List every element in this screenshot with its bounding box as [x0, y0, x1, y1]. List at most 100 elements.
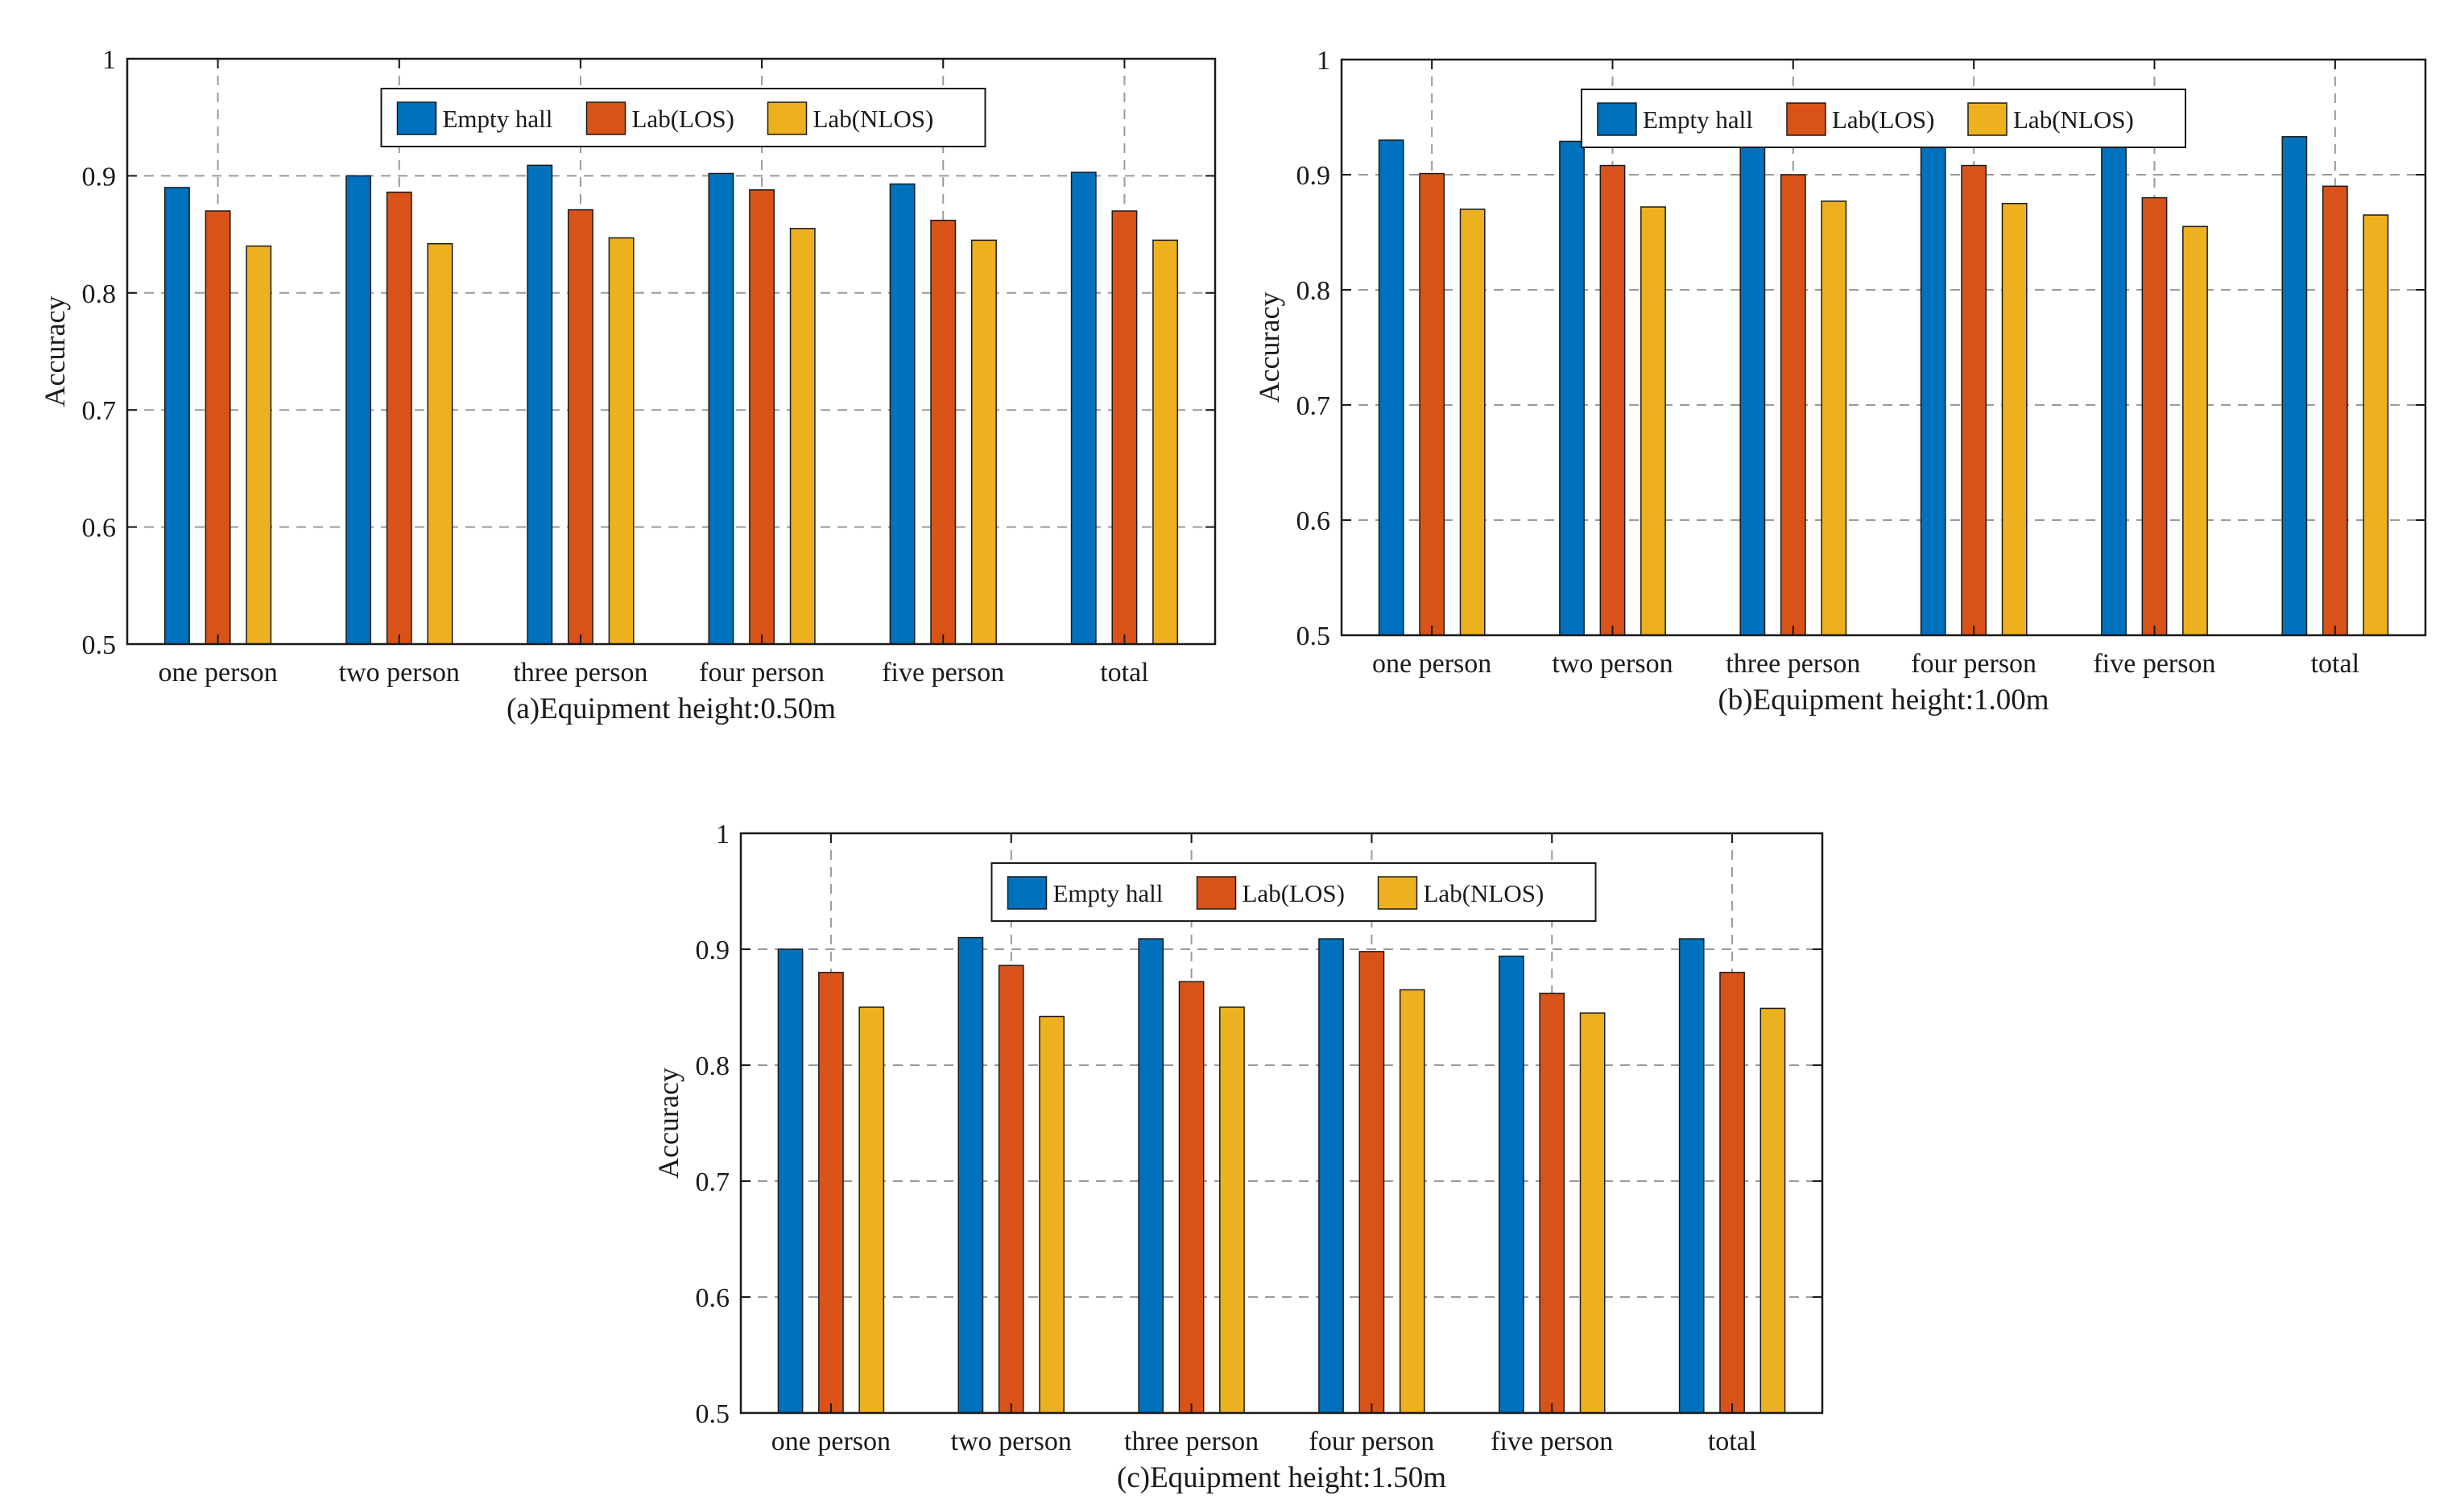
x-tick-label: three person: [1726, 649, 1860, 679]
chart-panel-2: 0.5 0.6 0.7 0.8 0.9 1 one person two person thre…: [1253, 46, 2427, 717]
bar-lab-los-6: [2322, 185, 2348, 636]
bar-lab-nlos-6: [1759, 1007, 1786, 1414]
legend-label: Empty hall: [1643, 105, 1753, 134]
legend-label: Lab(LOS): [632, 105, 734, 133]
bar-empty-hall-5: [2101, 139, 2127, 636]
x-tick-label: four person: [1309, 1427, 1435, 1456]
x-tick-label: three person: [513, 658, 647, 688]
y-tick-label: 0.5: [82, 630, 117, 660]
bar-empty-hall-5: [889, 183, 916, 645]
bar-lab-nlos-5: [1579, 1012, 1606, 1414]
legend-label: Lab(NLOS): [813, 105, 934, 133]
x-tick-label: one person: [1372, 649, 1491, 679]
legend-swatch-empty-hall: [396, 101, 437, 135]
bar-empty-hall-1: [1378, 139, 1404, 636]
y-tick-label: 1: [1317, 46, 1330, 76]
bar-empty-hall-4: [708, 172, 734, 645]
chart-panel-3: 0.5 0.6 0.7 0.8 0.9 1 one person two person thre…: [652, 820, 1824, 1494]
chart-caption: (b)Equipment height:1.00m: [1718, 684, 2049, 717]
bar-lab-los-3: [1780, 174, 1806, 636]
y-axis-label: Accuracy: [1253, 292, 1285, 403]
bar-lab-los-4: [1358, 951, 1385, 1414]
x-tick-label: one person: [158, 658, 277, 688]
bar-lab-los-6: [1719, 972, 1745, 1414]
legend-label: Empty hall: [443, 105, 553, 133]
bar-lab-los-3: [567, 209, 593, 645]
y-tick-label: 0.9: [1296, 161, 1331, 191]
y-tick-label: 0.6: [1296, 506, 1331, 536]
bar-empty-hall-6: [2281, 136, 2308, 636]
x-tick-label: five person: [882, 658, 1004, 688]
legend: Empty hall Lab(LOS) Lab(NLOS): [990, 862, 1597, 922]
bar-lab-los-5: [2141, 196, 2168, 636]
bar-lab-nlos-4: [2001, 203, 2028, 636]
legend-box: [380, 88, 986, 147]
y-tick-label: 0.9: [82, 162, 117, 192]
y-tick-label: 1: [102, 45, 116, 75]
x-tick-label: total: [1100, 658, 1148, 688]
x-tick-label: three person: [1124, 1427, 1259, 1456]
bar-lab-nlos-2: [1640, 206, 1666, 636]
bar-lab-nlos-1: [246, 245, 272, 645]
y-tick-label: 0.5: [696, 1399, 730, 1429]
y-axis-label: Accuracy: [39, 296, 71, 407]
bar-lab-los-1: [1419, 172, 1445, 636]
x-tick-label: five person: [2093, 649, 2215, 679]
bar-empty-hall-3: [1739, 134, 1766, 636]
bar-empty-hall-2: [345, 175, 372, 645]
bar-lab-nlos-4: [1399, 989, 1425, 1414]
y-tick-label: 1: [716, 820, 730, 849]
x-tick-label: two person: [951, 1427, 1072, 1456]
bar-lab-los-4: [1961, 164, 1987, 636]
legend-swatch-lab-los: [585, 101, 626, 135]
bar-lab-los-2: [998, 965, 1024, 1414]
bar-lab-nlos-5: [970, 239, 997, 645]
bar-empty-hall-2: [1559, 140, 1585, 636]
x-tick-label: total: [1708, 1427, 1756, 1456]
bar-empty-hall-6: [1070, 171, 1097, 645]
legend-swatch-empty-hall: [1597, 102, 1637, 136]
legend-label: Empty hall: [1053, 879, 1164, 907]
legend-label: Lab(LOS): [1243, 879, 1345, 907]
bar-empty-hall-3: [1138, 938, 1164, 1414]
legend-label: Lab(NLOS): [2013, 105, 2134, 134]
bar-empty-hall-4: [1920, 145, 1946, 636]
legend-swatch-lab-los: [1196, 876, 1237, 910]
x-tick-label: two person: [339, 658, 460, 688]
legend-label: Lab(NLOS): [1424, 879, 1544, 907]
bar-lab-nlos-3: [1219, 1006, 1245, 1414]
x-tick-label: one person: [771, 1427, 891, 1456]
y-tick-label: 0.7: [82, 396, 117, 426]
bar-lab-nlos-1: [1459, 209, 1486, 636]
axes-frame: [739, 832, 1824, 1415]
y-tick-label: 0.8: [1296, 276, 1331, 306]
legend-swatch-lab-los: [1786, 102, 1826, 136]
chart-caption: (c)Equipment height:1.50m: [1117, 1461, 1446, 1494]
bar-lab-nlos-5: [2182, 225, 2208, 636]
bar-lab-nlos-4: [789, 228, 816, 645]
y-tick-label: 0.5: [1296, 622, 1331, 651]
legend-swatch-empty-hall: [1007, 876, 1048, 910]
axes-frame: [1340, 58, 2427, 637]
bar-empty-hall-1: [163, 187, 190, 645]
bar-lab-los-1: [205, 210, 231, 645]
x-tick-label: two person: [1552, 649, 1673, 679]
x-tick-label: four person: [1911, 649, 2036, 679]
legend-swatch-lab-nlos: [767, 101, 808, 135]
legend-box: [990, 862, 1597, 922]
legend-box: [1581, 89, 2186, 148]
y-tick-label: 0.7: [1296, 391, 1331, 421]
x-tick-label: five person: [1491, 1427, 1613, 1456]
bar-lab-nlos-6: [2363, 214, 2389, 636]
legend: Empty hall Lab(LOS) Lab(NLOS): [1581, 89, 2186, 148]
y-tick-label: 0.9: [696, 936, 730, 965]
bar-lab-nlos-1: [858, 1006, 885, 1414]
legend: Empty hall Lab(LOS) Lab(NLOS): [380, 88, 986, 147]
bar-empty-hall-1: [777, 948, 804, 1414]
y-tick-label: 0.8: [82, 279, 117, 309]
bar-lab-los-1: [818, 972, 844, 1414]
bar-lab-los-5: [930, 219, 957, 645]
bar-empty-hall-3: [527, 164, 553, 645]
y-tick-label: 0.6: [82, 514, 117, 543]
